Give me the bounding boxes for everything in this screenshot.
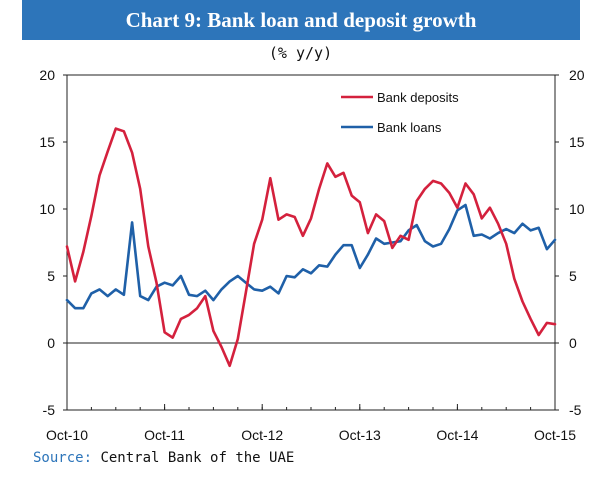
- source-label: Source:: [33, 450, 93, 466]
- y-tick-label-left: -5: [43, 402, 56, 418]
- x-tick-label: Oct-15: [534, 427, 576, 443]
- plot-area-border: [66, 74, 556, 411]
- source-text: Central Bank of the UAE: [100, 450, 295, 466]
- series-line-bank-loans: [65, 203, 557, 310]
- x-tick-label: Oct-14: [436, 427, 478, 443]
- legend-label: Bank deposits: [377, 90, 459, 105]
- y-tick-label-right: 15: [569, 134, 585, 150]
- x-tick-label: Oct-13: [339, 427, 381, 443]
- y-tick-label-left: 15: [39, 134, 55, 150]
- chart-frame: [66, 74, 556, 411]
- legend-label: Bank loans: [377, 120, 442, 135]
- y-tick-label-left: 0: [47, 335, 55, 351]
- y-tick-label-left: 10: [39, 201, 55, 217]
- source-note: Source: Central Bank of the UAE: [33, 450, 294, 466]
- y-tick-label-right: 20: [569, 67, 585, 83]
- x-tick-label: Oct-12: [241, 427, 283, 443]
- x-tick-label: Oct-10: [46, 427, 88, 443]
- chart-tick-layer: 20 20 15 15 10 10 5 5 0 0 -5 -5 Oct-10 Oct-11 Oct-12 Oc…: [39, 67, 584, 443]
- series-line-bank-deposits: [65, 127, 557, 368]
- y-tick-label-right: 10: [569, 201, 585, 217]
- y-tick-label-left: 5: [47, 268, 55, 284]
- chart-title: Chart 9: Bank loan and deposit growth: [22, 0, 580, 40]
- chart-subtitle: (% y/y): [268, 44, 333, 62]
- chart-legend: Bank deposits Bank loans: [341, 90, 459, 135]
- y-tick-label-right: 5: [569, 268, 577, 284]
- y-tick-label-left: 20: [39, 67, 55, 83]
- x-tick-label: Oct-11: [144, 427, 185, 443]
- chart-series-layer: [65, 127, 557, 368]
- line-chart: 20 20 15 15 10 10 5 5 0 0 -5 -5 Oct-10 Oct-11 Oct-12 Oc…: [39, 67, 584, 443]
- y-tick-label-right: 0: [569, 335, 577, 351]
- y-tick-label-right: -5: [569, 402, 582, 418]
